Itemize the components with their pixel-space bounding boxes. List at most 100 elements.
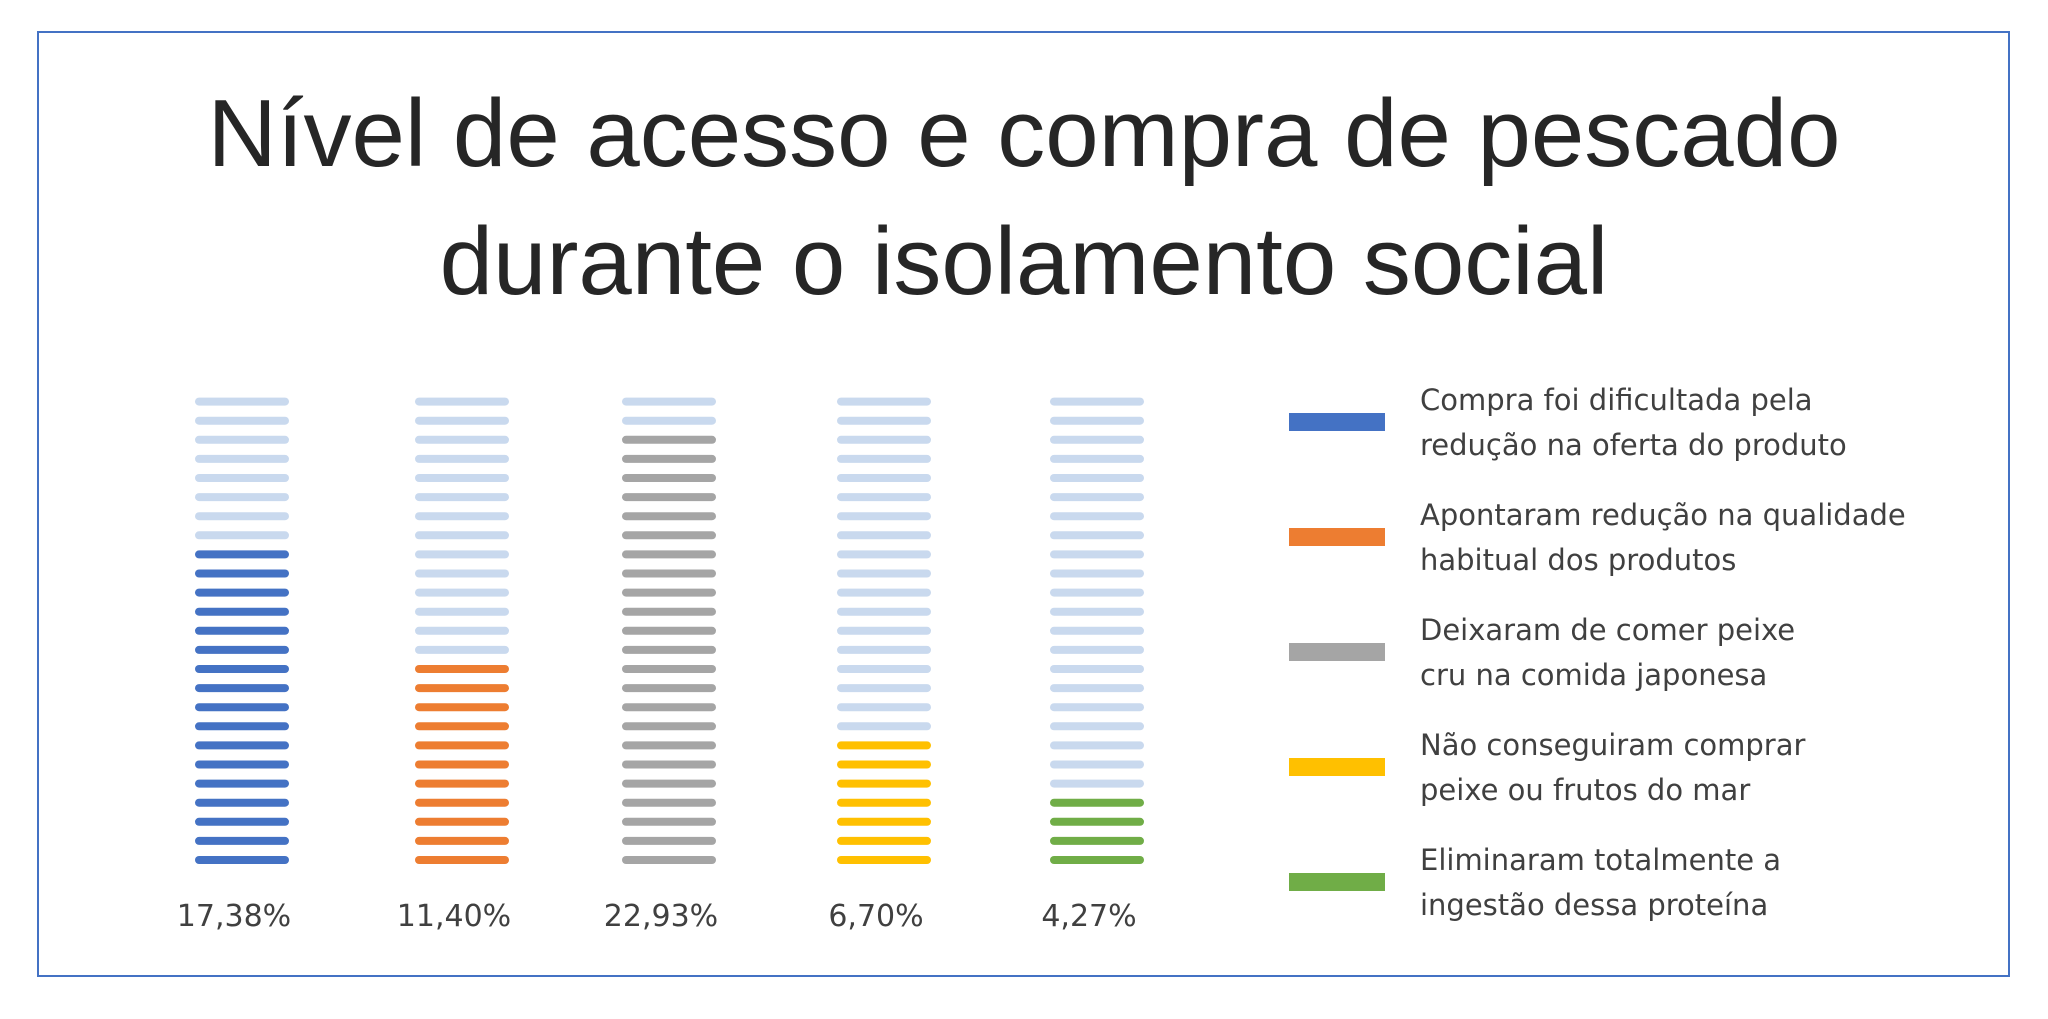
bar-segment-track xyxy=(195,435,289,444)
bar-segment-filled xyxy=(622,760,716,769)
bar-segment-filled xyxy=(622,779,716,788)
bar-segment-track xyxy=(1050,645,1144,654)
bar-segment-track xyxy=(622,397,716,406)
bar-segment-filled xyxy=(195,550,289,559)
bar-segment-track xyxy=(415,474,509,482)
bar-segment-filled xyxy=(622,817,716,826)
bar-segment-filled xyxy=(622,836,716,845)
bar-segment-filled xyxy=(415,760,509,769)
bar-segment-track xyxy=(1050,435,1144,444)
bar-segment-track xyxy=(1050,569,1144,578)
bar-segment-track xyxy=(1050,474,1144,482)
bar-segment-track xyxy=(1050,397,1144,406)
legend-label-line-1: Eliminaram totalmente a xyxy=(1420,843,1781,877)
bar-segment-track xyxy=(837,626,931,635)
bar-segment-track xyxy=(415,397,509,406)
bar-segment-track xyxy=(415,645,509,654)
bar-segment-filled xyxy=(195,798,289,807)
legend-swatch xyxy=(1289,873,1385,891)
bar-column-2 xyxy=(415,397,509,864)
bar-segment-track xyxy=(1050,779,1144,788)
bar-segment-track xyxy=(415,493,509,502)
value-label-5: 4,27% xyxy=(1041,899,1136,934)
bar-segment-filled xyxy=(195,607,289,616)
bar-segment-track xyxy=(1050,703,1144,712)
legend-label-line-2: habitual dos produtos xyxy=(1420,543,1736,577)
legend-label-line-2: cru na comida japonesa xyxy=(1420,658,1767,692)
bar-segment-track xyxy=(415,550,509,559)
bar-segment-track xyxy=(195,454,289,463)
bar-segment-track xyxy=(1050,531,1144,540)
chart-title-line-1: Nível de acesso e compra de pescado xyxy=(207,80,1841,187)
bar-segment-filled xyxy=(1050,817,1144,826)
bar-segment-track xyxy=(837,550,931,559)
bar-segment-filled xyxy=(622,435,716,444)
bar-segment-filled xyxy=(415,722,509,731)
bar-segment-filled xyxy=(1050,856,1144,864)
value-label-2: 11,40% xyxy=(397,899,511,934)
bar-segment-filled xyxy=(622,531,716,540)
bar-segment-filled xyxy=(622,722,716,731)
bar-segment-track xyxy=(837,397,931,406)
bar-segment-track xyxy=(837,435,931,444)
bar-segment-track xyxy=(1050,550,1144,559)
bar-segment-track xyxy=(415,569,509,578)
bar-segment-filled xyxy=(622,493,716,502)
bar-column-1 xyxy=(195,397,289,864)
legend-swatch xyxy=(1289,413,1385,431)
chart-frame xyxy=(37,31,2010,977)
bar-segment-filled xyxy=(195,703,289,712)
legend-entry-5: Eliminaram totalmente a ingestão dessa pr… xyxy=(1289,843,1781,922)
bar-segment-filled xyxy=(622,856,716,864)
bar-segment-track xyxy=(837,416,931,425)
bar-segment-filled xyxy=(622,569,716,578)
bar-segment-filled xyxy=(195,569,289,578)
bar-segment-filled xyxy=(415,856,509,864)
bar-segment-track xyxy=(837,703,931,712)
bar-segment-filled xyxy=(622,703,716,712)
bar-segment-filled xyxy=(195,665,289,673)
bar-segment-track xyxy=(837,588,931,597)
bar-segment-filled xyxy=(415,817,509,826)
value-label-4: 6,70% xyxy=(828,899,923,934)
bar-segment-filled xyxy=(622,626,716,635)
legend-label-line-2: peixe ou frutos do mar xyxy=(1420,773,1750,807)
bar-segment-filled xyxy=(195,741,289,750)
bar-segment-filled xyxy=(622,684,716,693)
bar-segment-filled xyxy=(195,856,289,864)
bar-segment-track xyxy=(415,531,509,540)
bar-segment-track xyxy=(415,588,509,597)
bar-segment-filled xyxy=(195,836,289,845)
bar-segment-track xyxy=(195,512,289,521)
bar-segment-filled xyxy=(837,760,931,769)
value-label-1: 17,38% xyxy=(177,899,291,934)
chart-title-line-2: durante o isolamento social xyxy=(439,208,1609,315)
bar-segment-filled xyxy=(622,665,716,673)
bar-segment-filled xyxy=(415,684,509,693)
bar-segment-track xyxy=(195,493,289,502)
legend-label-line-2: ingestão dessa proteína xyxy=(1420,888,1768,922)
bar-segment-filled xyxy=(837,779,931,788)
bar-segment-filled xyxy=(195,722,289,731)
bar-segment-track xyxy=(415,512,509,521)
bar-segment-filled xyxy=(195,588,289,597)
bar-segment-filled xyxy=(837,798,931,807)
bar-segment-filled xyxy=(837,856,931,864)
bar-segment-filled xyxy=(622,607,716,616)
bar-segment-filled xyxy=(195,779,289,788)
bar-segment-filled xyxy=(195,684,289,693)
bar-segment-track xyxy=(1050,741,1144,750)
bar-segment-track xyxy=(837,684,931,693)
bar-segment-filled xyxy=(195,645,289,654)
bar-segment-track xyxy=(837,493,931,502)
bar-segment-filled xyxy=(195,817,289,826)
bar-segment-filled xyxy=(622,512,716,521)
bar-segment-track xyxy=(837,645,931,654)
bar-segment-filled xyxy=(1050,798,1144,807)
legend-entry-3: Deixaram de comer peixe cru na comida jap… xyxy=(1289,613,1795,692)
bar-segment-track xyxy=(1050,512,1144,521)
bar-segment-filled xyxy=(415,779,509,788)
bar-segment-filled xyxy=(622,741,716,750)
bar-segment-track xyxy=(195,474,289,482)
